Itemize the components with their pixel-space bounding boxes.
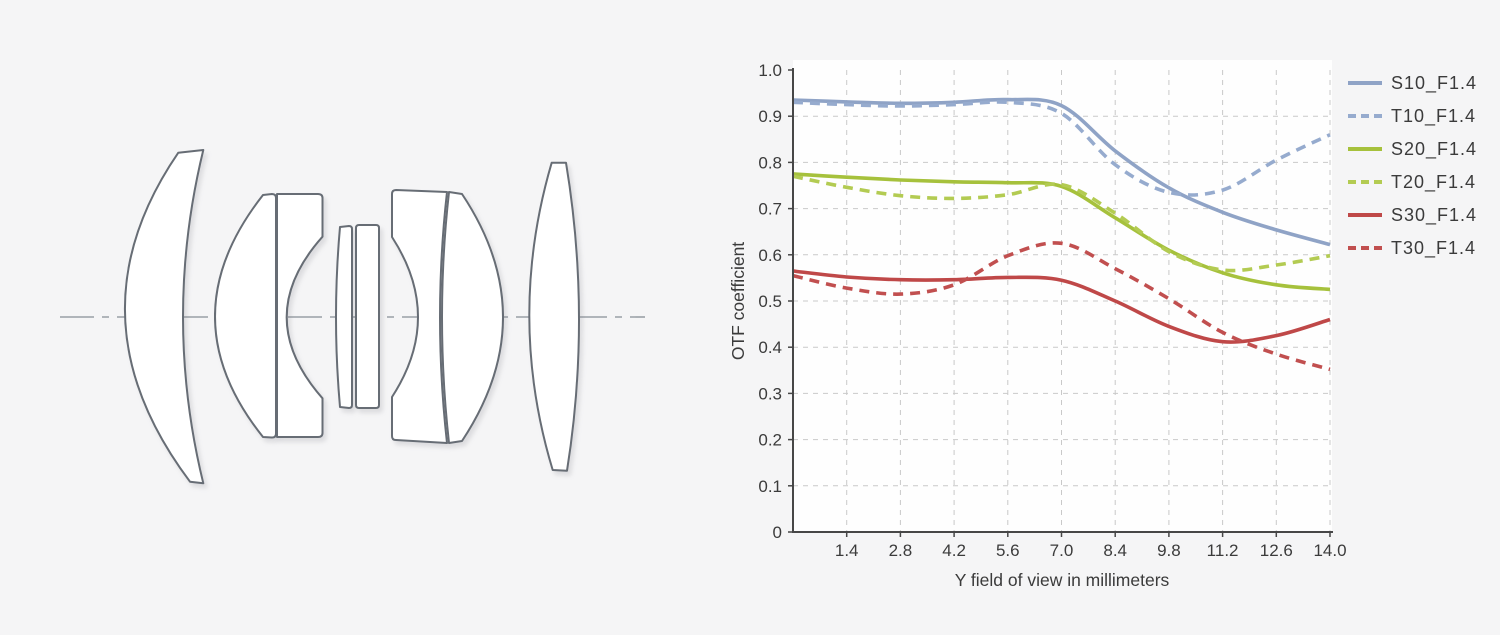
series-curve-T30_F1.4	[792, 241, 1331, 372]
series-layer	[792, 97, 1331, 372]
x-tick-label: 14.0	[1313, 541, 1346, 560]
legend-label-T30_F1.4: T30_F1.4	[1391, 238, 1476, 259]
legend-item-S20_F1.4: S20_F1.4	[1348, 139, 1477, 160]
plot-area	[793, 60, 1332, 532]
x-tick-label: 2.8	[889, 541, 913, 560]
legend-item-T20_F1.4: T20_F1.4	[1348, 172, 1476, 193]
y-tick-label: 0.9	[758, 107, 782, 126]
y-tick-label: 0.3	[758, 384, 782, 403]
x-tick-label: 11.2	[1207, 541, 1239, 560]
legend-item-T30_F1.4: T30_F1.4	[1348, 238, 1476, 259]
y-tick-label: 0.1	[758, 477, 782, 496]
x-tick-label: 9.8	[1157, 541, 1181, 560]
x-tick-label: 8.4	[1103, 541, 1127, 560]
otf-chart: 1.4 2.8 4.2 5.6 7.0 8.4 9.8 11.2 12.6 14.0 0 0.1 0.2…	[728, 60, 1477, 590]
x-tick-label: 1.4	[835, 541, 859, 560]
lens-element-doublet2-left	[391, 189, 448, 444]
y-tick-label: 0.4	[758, 338, 782, 357]
x-axis-title: Y field of view in millimeters	[955, 570, 1170, 590]
legend-label-T10_F1.4: T10_F1.4	[1391, 106, 1476, 127]
lens-element-rear-biconvex	[528, 161, 580, 472]
y-axis-title: OTF coefficient	[728, 242, 748, 360]
series-curve-T20_F1.4	[792, 174, 1331, 273]
legend-label-S10_F1.4: S10_F1.4	[1391, 73, 1477, 94]
y-tick-label: 1.0	[758, 61, 782, 80]
label-layer: 1.4 2.8 4.2 5.6 7.0 8.4 9.8 11.2 12.6 14.0 0 0.1 0.2…	[758, 61, 1346, 560]
legend-label-T20_F1.4: T20_F1.4	[1391, 172, 1476, 193]
legend-item-S30_F1.4: S30_F1.4	[1348, 205, 1477, 226]
y-tick-label: 0.2	[758, 431, 782, 450]
x-tick-label: 5.6	[996, 541, 1020, 560]
y-tick-label: 0.8	[758, 153, 782, 172]
legend: S10_F1.4 T10_F1.4 S20_F1.4 T20_F1.4 S30_F1.4…	[1348, 73, 1477, 259]
tick-layer	[788, 69, 1331, 537]
series-curve-S10_F1.4	[792, 97, 1331, 247]
lens-diagram	[60, 149, 645, 485]
lens-element-doublet1-left	[214, 193, 277, 439]
lens-element-doublet2-right	[441, 191, 504, 444]
series-curve-T10_F1.4	[792, 100, 1331, 197]
y-tick-label: 0.6	[758, 246, 782, 265]
lens-element-doublet1-right	[276, 193, 324, 438]
x-tick-label: 4.2	[942, 541, 966, 560]
x-tick-label: 12.6	[1260, 541, 1293, 560]
legend-label-S20_F1.4: S20_F1.4	[1391, 139, 1477, 160]
grid-layer	[793, 70, 1331, 532]
y-tick-label: 0.5	[758, 292, 782, 311]
y-tick-label: 0.7	[758, 200, 782, 219]
lens-element-front-meniscus	[124, 149, 205, 485]
legend-label-S30_F1.4: S30_F1.4	[1391, 205, 1477, 226]
legend-item-S10_F1.4: S10_F1.4	[1348, 73, 1477, 94]
lens-element-center-thin-left	[335, 225, 353, 409]
y-tick-label: 0	[773, 523, 782, 542]
legend-item-T10_F1.4: T10_F1.4	[1348, 106, 1476, 127]
lens-element-center-thin-right	[355, 224, 380, 409]
x-tick-label: 7.0	[1050, 541, 1074, 560]
